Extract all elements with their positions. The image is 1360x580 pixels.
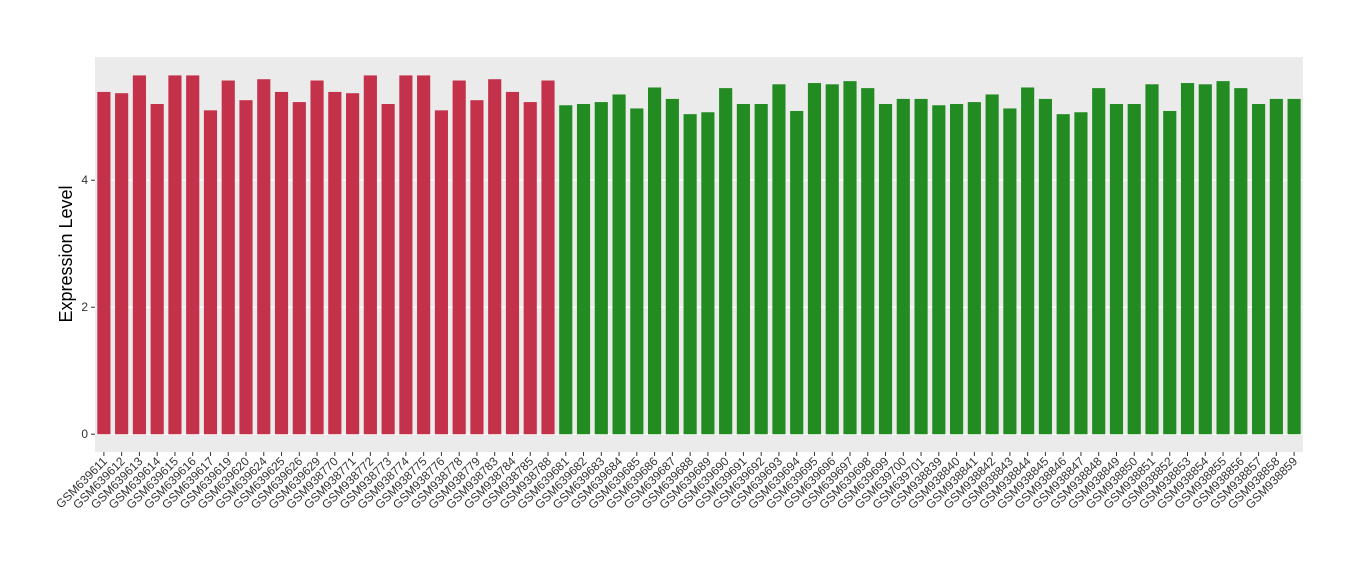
bar — [417, 75, 431, 435]
bar — [346, 93, 360, 435]
bar — [861, 88, 875, 435]
bar — [541, 80, 555, 435]
bar — [843, 81, 857, 435]
bar — [1145, 84, 1159, 435]
bar — [1252, 103, 1266, 435]
bar — [1287, 98, 1301, 435]
bar — [967, 102, 981, 435]
bar — [310, 80, 324, 435]
bar — [1163, 110, 1177, 435]
bar — [1109, 103, 1124, 435]
bar — [523, 102, 537, 435]
bar — [719, 88, 733, 435]
bar — [630, 108, 644, 435]
bar — [790, 110, 804, 435]
bar — [274, 91, 289, 435]
bar — [576, 103, 591, 435]
bar — [1216, 81, 1230, 435]
bar — [168, 75, 182, 435]
bar — [1092, 88, 1106, 435]
bar — [328, 91, 342, 435]
bar — [1056, 114, 1070, 435]
y-tick-label: 2 — [81, 300, 88, 314]
bar — [292, 102, 306, 435]
bar — [186, 75, 200, 435]
bar — [648, 87, 662, 435]
bar — [257, 79, 271, 435]
y-axis-title: Expression Level — [56, 185, 76, 322]
y-tick-label: 4 — [81, 173, 88, 187]
bar — [1038, 98, 1052, 435]
bar — [950, 103, 964, 435]
bar — [665, 98, 679, 435]
bar — [434, 110, 448, 435]
bar — [115, 93, 129, 435]
bar — [381, 103, 395, 435]
bar — [896, 98, 910, 435]
bar — [97, 91, 111, 435]
bar — [1234, 88, 1248, 435]
bar — [150, 103, 164, 435]
bar — [932, 105, 946, 435]
bar — [825, 84, 839, 435]
bar — [1180, 83, 1195, 435]
bar — [1003, 108, 1017, 435]
bar — [452, 80, 466, 435]
bar — [1269, 98, 1283, 435]
bar — [612, 94, 626, 435]
bar — [754, 103, 768, 435]
bar — [772, 84, 786, 435]
bar — [914, 98, 928, 435]
bar — [1198, 84, 1212, 435]
bar — [203, 110, 218, 435]
bar — [683, 114, 697, 435]
bar — [1127, 103, 1141, 435]
bar — [488, 79, 502, 435]
bar — [221, 80, 235, 435]
bar — [594, 102, 608, 435]
bar — [1021, 87, 1035, 435]
y-tick-label: 0 — [81, 427, 88, 441]
bar — [363, 75, 377, 435]
bar — [736, 103, 750, 435]
bar — [239, 100, 253, 435]
bar — [878, 103, 893, 435]
bar — [1074, 112, 1088, 435]
bar — [132, 75, 146, 435]
bar — [701, 112, 715, 435]
bar — [985, 94, 999, 435]
bar — [807, 83, 822, 435]
bar — [470, 100, 484, 435]
bar — [559, 105, 573, 435]
bar — [399, 75, 413, 435]
bar — [505, 91, 520, 435]
